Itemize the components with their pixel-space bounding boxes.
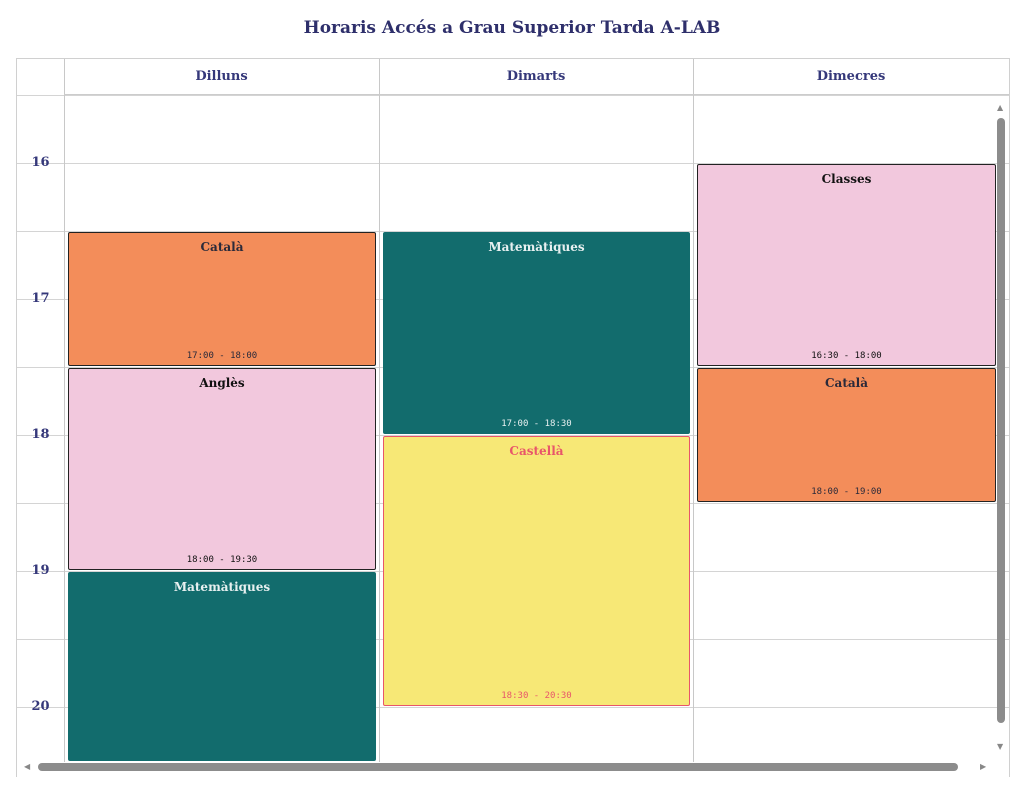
event-block[interactable]: Classes 16:30 - 18:00 <box>697 164 996 366</box>
horizontal-scrollbar[interactable] <box>38 763 958 771</box>
scroll-down-icon[interactable]: ▼ <box>997 742 1004 751</box>
vertical-scrollbar[interactable] <box>997 118 1005 723</box>
grid-line <box>17 707 1009 708</box>
event-name: Castellà <box>509 444 564 458</box>
event-name: Català <box>825 376 868 390</box>
column-divider <box>64 59 65 762</box>
event-block[interactable]: Anglès 18:00 - 19:30 <box>68 368 376 570</box>
event-block[interactable]: Matemàtiques 17:00 - 18:30 <box>383 232 690 434</box>
event-block[interactable]: Castellà 18:30 - 20:30 <box>383 436 690 706</box>
event-time: 17:00 - 18:00 <box>186 351 258 361</box>
grid-line <box>17 435 1009 436</box>
event-time: 16:30 - 18:00 <box>811 351 882 361</box>
grid-line <box>17 231 1009 232</box>
hour-label: 17 <box>31 291 50 306</box>
schedule-grid: Dilluns Dimarts Dimecres 16 17 18 19 20 Català 17… <box>16 58 1010 777</box>
scroll-up-icon[interactable]: ▲ <box>997 103 1004 112</box>
event-block[interactable]: Català 18:00 - 19:00 <box>697 368 996 502</box>
event-time: 18:00 - 19:30 <box>186 555 258 565</box>
grid-line <box>17 163 1009 164</box>
scroll-right-icon[interactable]: ▶ <box>980 762 987 771</box>
event-name: Classes <box>821 172 872 186</box>
page-title: Horaris Accés a Grau Superior Tarda A-LA… <box>303 18 721 38</box>
event-time: 18:00 - 19:00 <box>811 487 882 497</box>
day-header-dimarts: Dimarts <box>379 59 693 95</box>
event-block[interactable]: Matemàtiques <box>68 572 376 761</box>
event-block[interactable]: Català 17:00 - 18:00 <box>68 232 376 366</box>
header-divider <box>17 95 1009 96</box>
event-time: 17:00 - 18:30 <box>501 419 572 429</box>
event-time: 18:30 - 20:30 <box>501 691 572 701</box>
event-name: Anglès <box>199 376 245 390</box>
hour-label: 16 <box>31 155 50 170</box>
scroll-left-icon[interactable]: ◀ <box>24 762 31 771</box>
day-header-dilluns: Dilluns <box>64 59 379 95</box>
hour-label: 18 <box>31 427 50 442</box>
event-name: Català <box>200 240 244 254</box>
event-name: Matemàtiques <box>173 580 271 594</box>
hour-label: 19 <box>31 563 50 578</box>
event-name: Matemàtiques <box>488 240 585 254</box>
column-divider <box>693 59 694 762</box>
hour-label: 20 <box>31 699 50 714</box>
day-header-dimecres: Dimecres <box>693 59 1009 95</box>
column-divider <box>379 59 380 762</box>
